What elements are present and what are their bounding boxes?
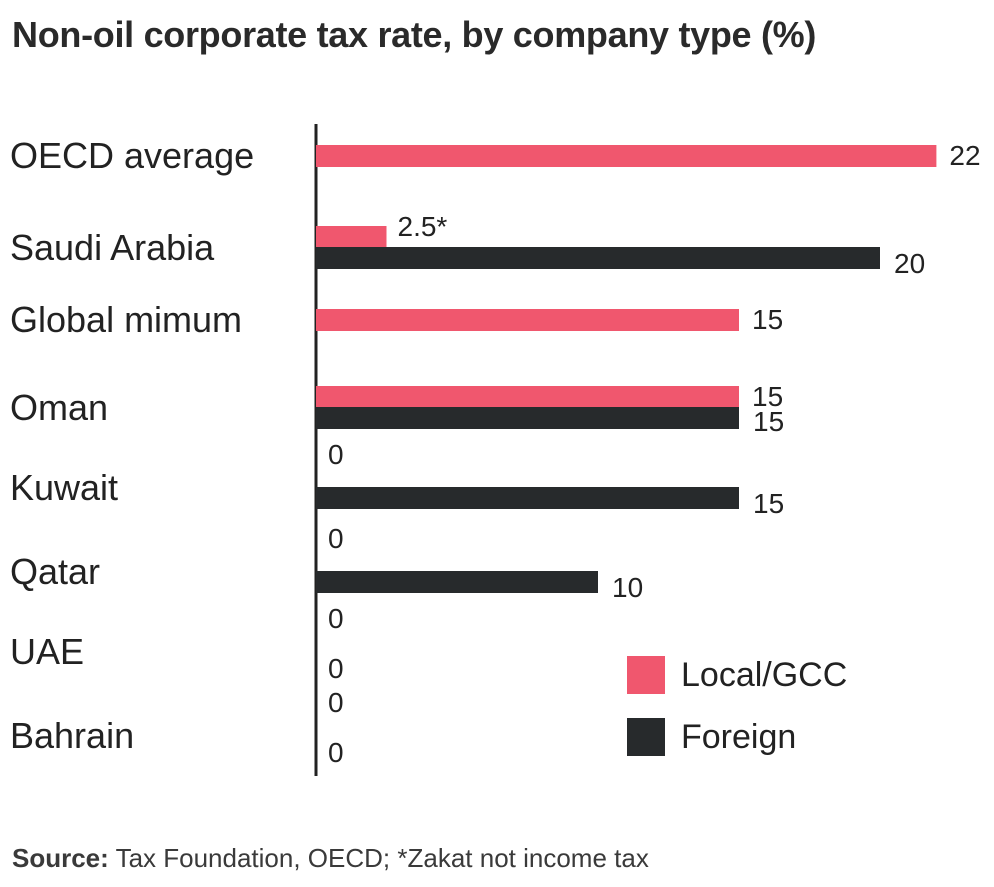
data-label-foreign-uae: 0 [328,653,344,684]
legend-label-local-gcc: Local/GCC [681,656,847,694]
chart-area: OECD average 22 Saudi Arabia 2.5* 20 Global m… [10,124,981,776]
category-label-oman: Oman [10,387,108,428]
category-label-uae: UAE [10,631,84,672]
category-label-kuwait: Kuwait [10,467,118,508]
data-label-local-kuwait: 0 [328,439,344,470]
bar-local-saudi-arabia [316,226,387,248]
category-label-global-mimum: Global mimum [10,299,242,340]
data-label-local-oecd-average: 22 [949,140,980,171]
category-label-oecd-average: OECD average [10,135,254,176]
legend-swatch-local-gcc [627,656,665,694]
data-label-foreign-kuwait: 15 [753,488,784,519]
data-label-foreign-qatar: 10 [612,572,643,603]
data-label-foreign-oman: 15 [753,406,784,437]
bar-local-global-mimum [316,309,739,331]
data-label-foreign-bahrain: 0 [328,737,344,768]
category-label-bahrain: Bahrain [10,715,134,756]
legend-swatch-foreign [627,718,665,756]
data-label-local-qatar: 0 [328,523,344,554]
category-label-saudi-arabia: Saudi Arabia [10,227,215,268]
category-label-qatar: Qatar [10,551,100,592]
bar-foreign-oman [316,407,739,429]
bar-local-oman [316,386,739,408]
legend-label-foreign: Foreign [681,718,796,756]
source-label: Source: [12,843,109,873]
data-label-local-global-mimum: 15 [752,304,783,335]
source-note: Source: Tax Foundation, OECD; *Zakat not… [12,843,649,874]
data-label-local-oman: 15 [752,381,783,412]
data-label-local-uae: 0 [328,603,344,634]
bar-foreign-qatar [316,571,598,593]
bar-foreign-saudi-arabia [316,247,880,269]
data-label-local-saudi-arabia: 2.5* [398,211,448,242]
data-label-foreign-saudi-arabia: 20 [894,248,925,279]
data-label-local-bahrain: 0 [328,687,344,718]
bar-foreign-kuwait [316,487,739,509]
chart-title: Non-oil corporate tax rate, by company t… [12,14,817,55]
bar-local-oecd-average [316,145,937,167]
source-text: Tax Foundation, OECD; *Zakat not income … [108,843,649,873]
